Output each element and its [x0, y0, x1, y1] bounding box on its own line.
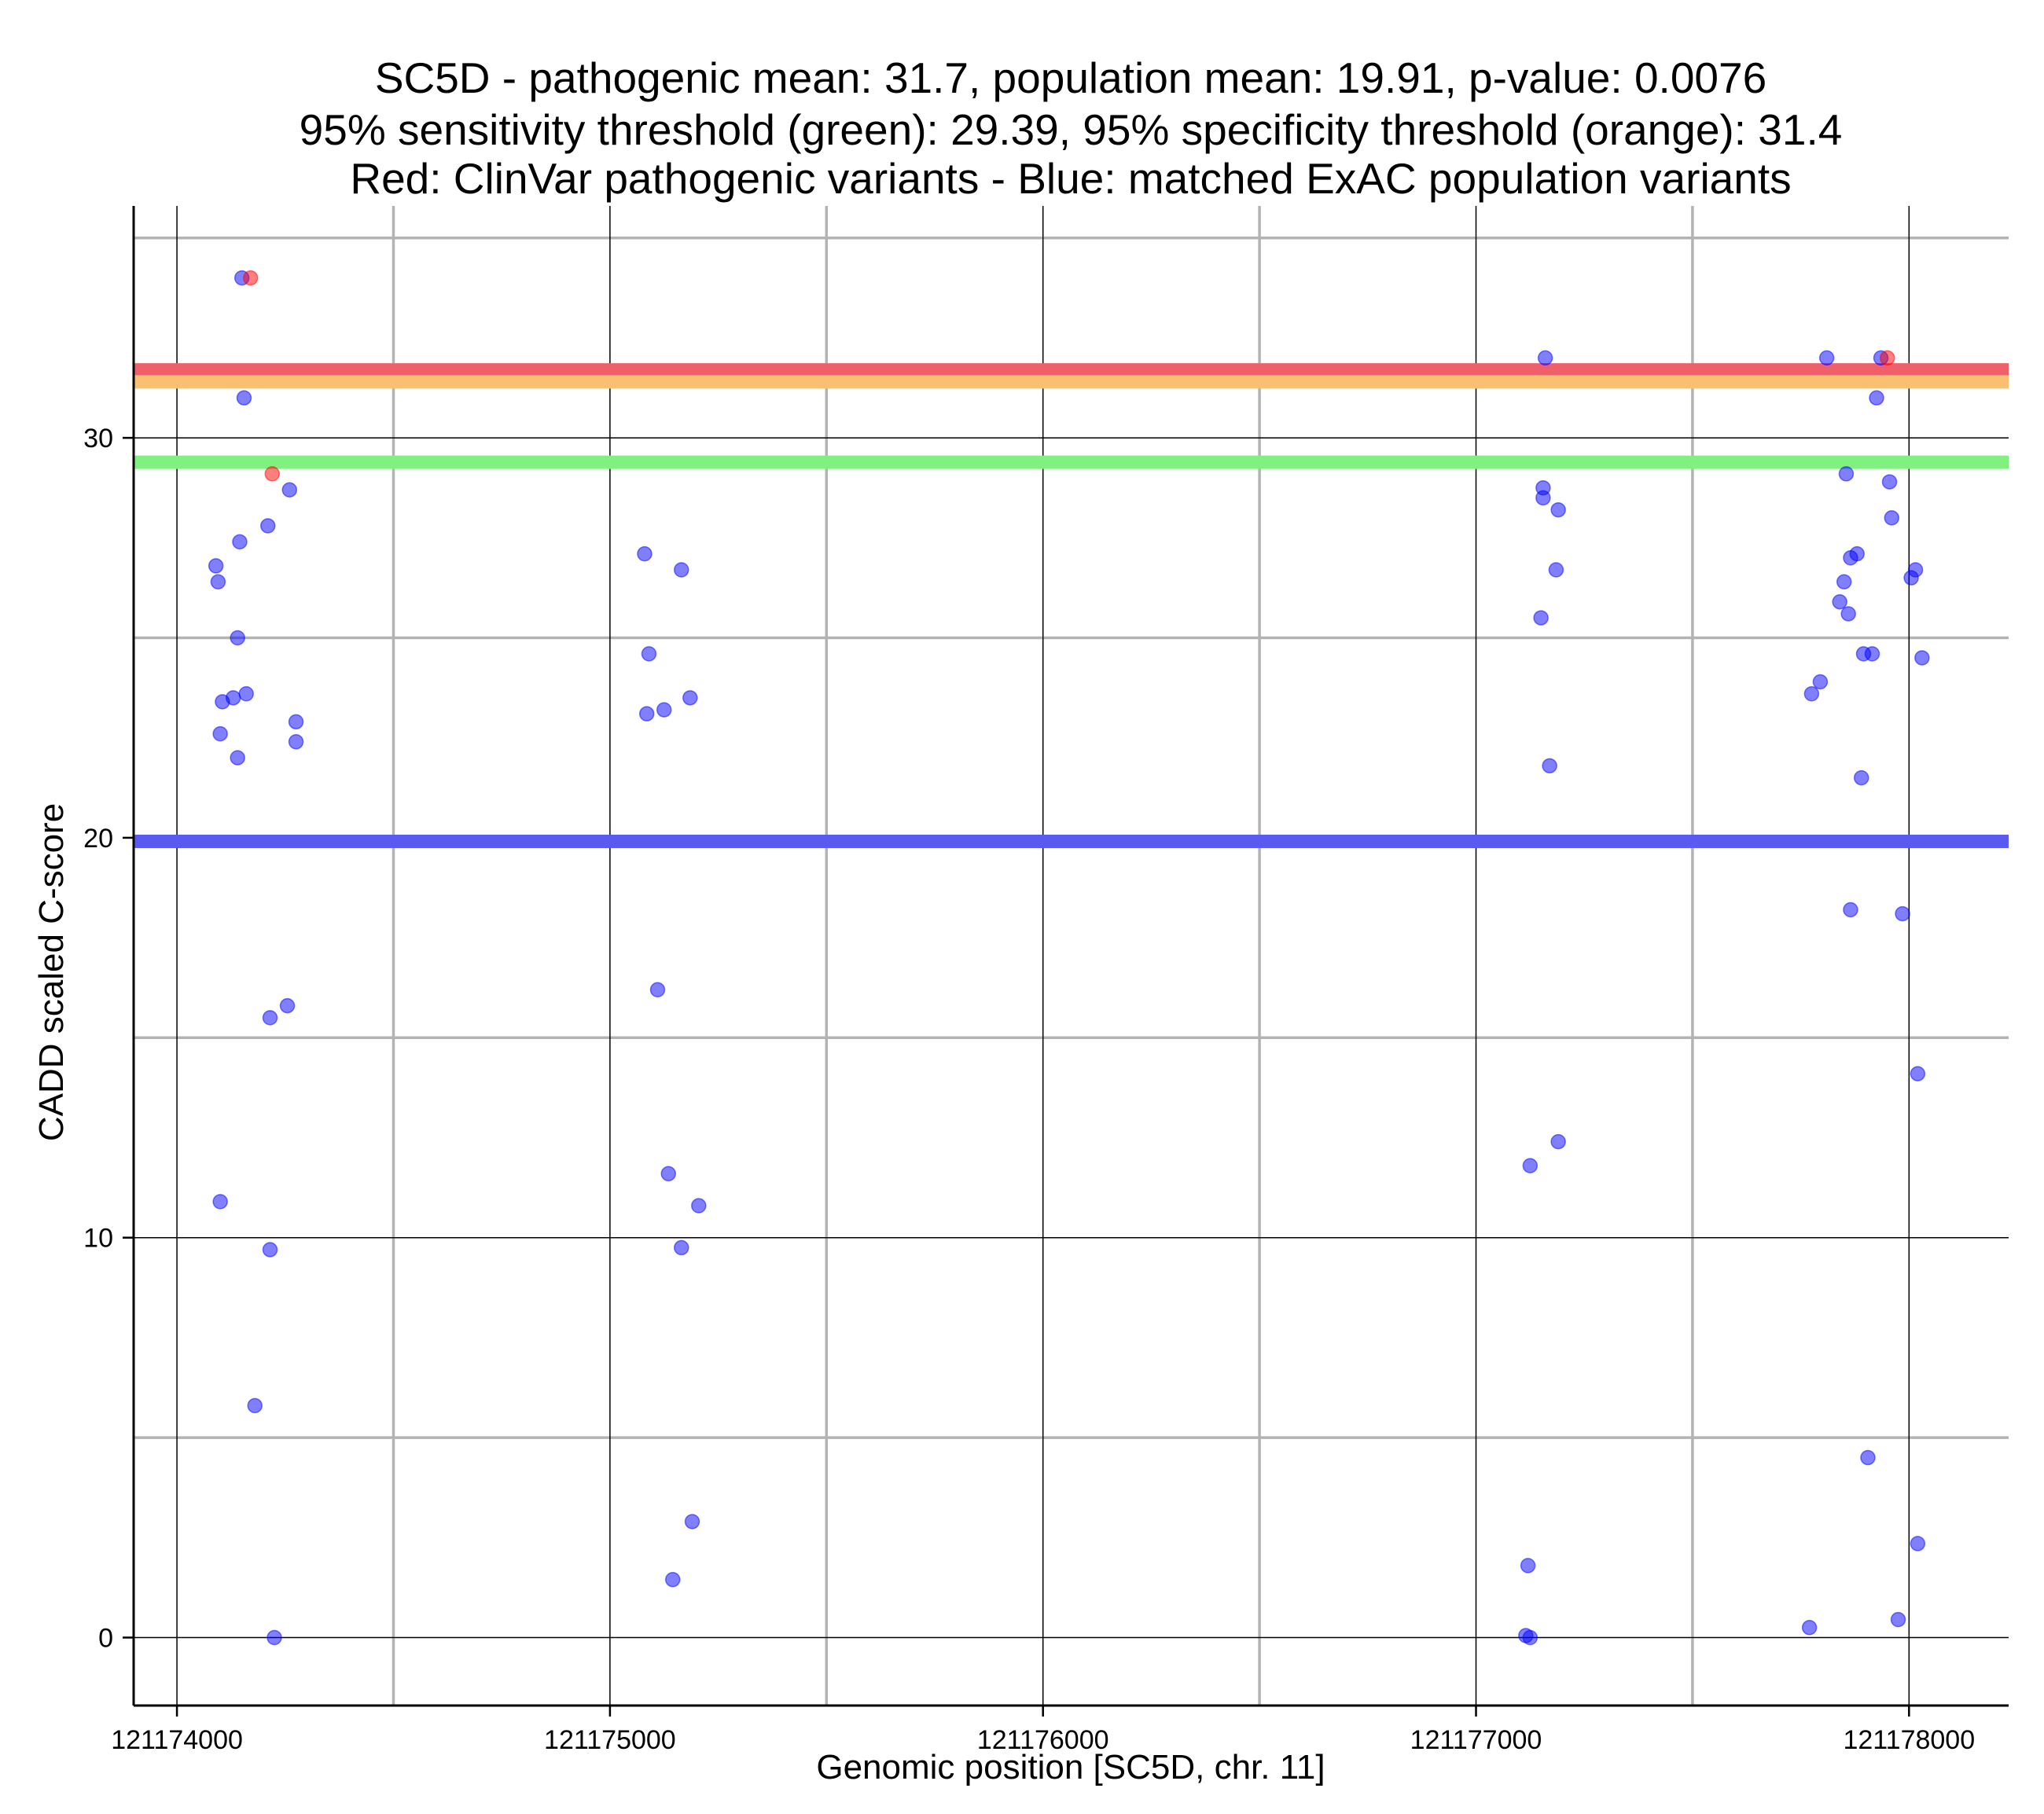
grid — [134, 206, 2009, 1706]
data-point — [262, 1242, 278, 1258]
data-point — [656, 702, 672, 718]
data-point — [1860, 1449, 1876, 1466]
data-point — [1903, 570, 1919, 586]
reference-lines — [134, 363, 2009, 848]
data-point — [1548, 562, 1564, 578]
x-tick-label: 121178000 — [1843, 1725, 1975, 1755]
data-point — [260, 518, 276, 534]
data-point — [1537, 350, 1553, 366]
data-point — [288, 714, 304, 730]
data-point — [1522, 1629, 1539, 1646]
data-point — [691, 1198, 707, 1214]
data-point — [1910, 1536, 1926, 1551]
data-points — [208, 270, 1930, 1646]
data-point — [1535, 490, 1551, 506]
data-point — [262, 1010, 278, 1026]
data-point — [660, 1166, 676, 1182]
data-point — [665, 1571, 681, 1588]
y-axis-label: CADD scaled C-score — [32, 803, 71, 1141]
data-point — [1843, 549, 1858, 566]
data-point — [215, 694, 230, 710]
y-tick-label: 10 — [83, 1224, 113, 1254]
data-point — [208, 558, 224, 574]
data-point — [1880, 350, 1895, 366]
data-point — [1840, 606, 1856, 622]
data-point — [288, 734, 304, 750]
chart-title: SC5D - pathogenic mean: 31.7, population… — [300, 53, 1843, 203]
data-point — [210, 574, 226, 590]
data-point — [1550, 1133, 1566, 1150]
data-point — [684, 1514, 700, 1529]
x-tick-label: 121174000 — [111, 1725, 243, 1755]
data-point — [247, 1397, 263, 1414]
data-point — [1890, 1611, 1906, 1628]
data-point — [1542, 758, 1557, 774]
data-point — [1550, 501, 1566, 518]
data-point — [1836, 574, 1852, 590]
data-point — [1522, 1158, 1539, 1173]
data-point — [1910, 1066, 1926, 1081]
x-axis-label: Genomic position [SC5D, chr. 11] — [816, 1748, 1325, 1786]
data-point — [1881, 474, 1898, 490]
data-point — [637, 545, 653, 562]
data-point — [638, 706, 655, 722]
data-point — [1832, 593, 1847, 610]
data-point — [1843, 901, 1858, 918]
data-point — [1914, 650, 1930, 666]
data-point — [1853, 769, 1869, 786]
axes: 121174000 121175000 121176000 121177000 1211… — [83, 206, 2009, 1755]
data-point — [236, 390, 252, 406]
data-point — [1801, 1620, 1818, 1636]
data-point — [281, 482, 298, 498]
data-point — [242, 270, 259, 286]
title-line-2: 95% sensitivity threshold (green): 29.39… — [300, 105, 1843, 154]
data-point — [649, 982, 666, 997]
data-point — [641, 646, 657, 662]
data-point — [232, 534, 248, 550]
data-point — [267, 1629, 282, 1646]
data-point — [1812, 674, 1829, 690]
y-tick-label: 0 — [98, 1624, 113, 1654]
data-point — [230, 630, 245, 646]
x-tick-label: 121177000 — [1410, 1725, 1542, 1755]
x-tick-label: 121176000 — [977, 1725, 1109, 1755]
data-point — [1818, 350, 1835, 366]
data-point — [1869, 390, 1884, 406]
data-point — [212, 1194, 228, 1210]
data-point — [1884, 510, 1900, 526]
y-tick-label: 20 — [83, 824, 113, 854]
data-point — [230, 750, 245, 766]
data-point — [264, 466, 281, 482]
data-point — [1803, 685, 1820, 702]
data-point — [212, 725, 228, 742]
data-point — [1864, 646, 1880, 662]
data-point — [238, 685, 254, 702]
data-point — [1838, 466, 1855, 482]
y-tick-label: 30 — [83, 424, 113, 454]
data-point — [1533, 610, 1549, 626]
data-point — [674, 1239, 689, 1256]
data-point — [1895, 905, 1910, 922]
title-line-1: SC5D - pathogenic mean: 31.7, population… — [375, 53, 1766, 102]
title-line-3: Red: ClinVar pathogenic variants - Blue:… — [350, 154, 1791, 203]
x-tick-label: 121175000 — [544, 1725, 676, 1755]
data-point — [279, 997, 296, 1014]
data-point — [674, 562, 689, 578]
data-point — [1520, 1558, 1536, 1573]
data-point — [682, 690, 698, 706]
